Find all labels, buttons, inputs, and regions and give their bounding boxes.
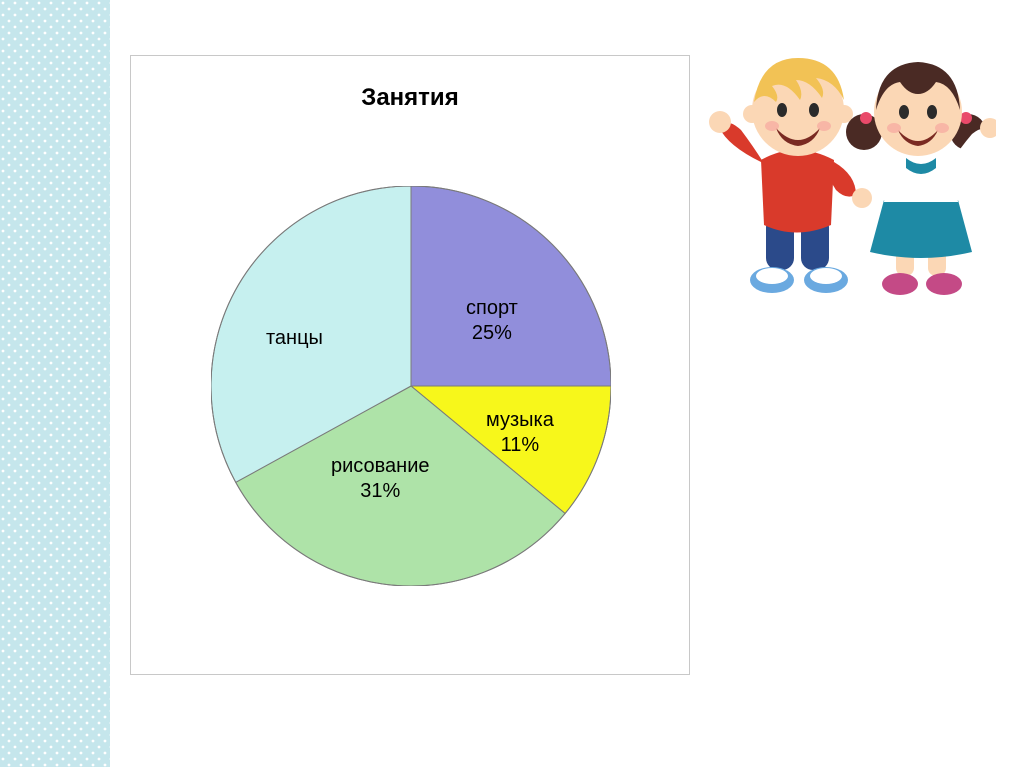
slice-label-dance: танцы <box>266 326 323 351</box>
pie-slice <box>411 186 611 386</box>
chart-container: Занятия спорт 25% музыка 11% рисование 3… <box>130 55 690 675</box>
slice-percent: 31% <box>331 479 430 504</box>
boy-icon <box>709 58 856 293</box>
chart-title: Занятия <box>131 84 689 112</box>
slice-percent: 11% <box>486 433 554 458</box>
girl-icon <box>846 62 996 295</box>
slice-name: рисование <box>331 454 430 479</box>
slice-label-sport: спорт 25% <box>466 296 518 346</box>
slice-label-music: музыка 11% <box>486 408 554 458</box>
slice-label-drawing: рисование 31% <box>331 454 430 504</box>
children-svg <box>706 40 996 320</box>
slice-name: танцы <box>266 326 323 351</box>
page: Занятия спорт 25% музыка 11% рисование 3… <box>0 0 1024 767</box>
left-decorative-stripe <box>0 0 110 767</box>
slice-name: спорт <box>466 296 518 321</box>
children-illustration <box>706 40 996 320</box>
slice-percent: 25% <box>466 321 518 346</box>
pie-chart: спорт 25% музыка 11% рисование 31% танцы <box>211 186 611 586</box>
slice-name: музыка <box>486 408 554 433</box>
stripe-svg <box>0 0 110 767</box>
pie-svg <box>211 186 611 586</box>
